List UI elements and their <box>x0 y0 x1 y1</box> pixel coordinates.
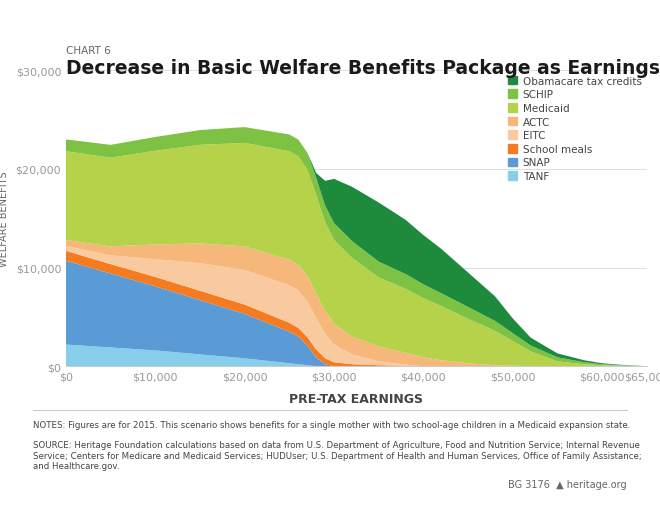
Text: NOTES: Figures are for 2015. This scenario shows benefits for a single mother wi: NOTES: Figures are for 2015. This scenar… <box>33 420 630 429</box>
Text: BG 3176  ▲ heritage.org: BG 3176 ▲ heritage.org <box>508 478 627 489</box>
Text: Decrease in Basic Welfare Benefits Package as Earnings Increase: Decrease in Basic Welfare Benefits Packa… <box>66 59 660 78</box>
Legend: Obamacare tax credits, SCHIP, Medicaid, ACTC, EITC, School meals, SNAP, TANF: Obamacare tax credits, SCHIP, Medicaid, … <box>508 76 642 182</box>
Text: SOURCE: Heritage Foundation calculations based on data from U.S. Department of A: SOURCE: Heritage Foundation calculations… <box>33 440 642 470</box>
Text: CHART 6: CHART 6 <box>66 45 111 55</box>
Y-axis label: WELFARE BENEFITS: WELFARE BENEFITS <box>0 171 9 267</box>
X-axis label: PRE-TAX EARNINGS: PRE-TAX EARNINGS <box>289 392 424 405</box>
